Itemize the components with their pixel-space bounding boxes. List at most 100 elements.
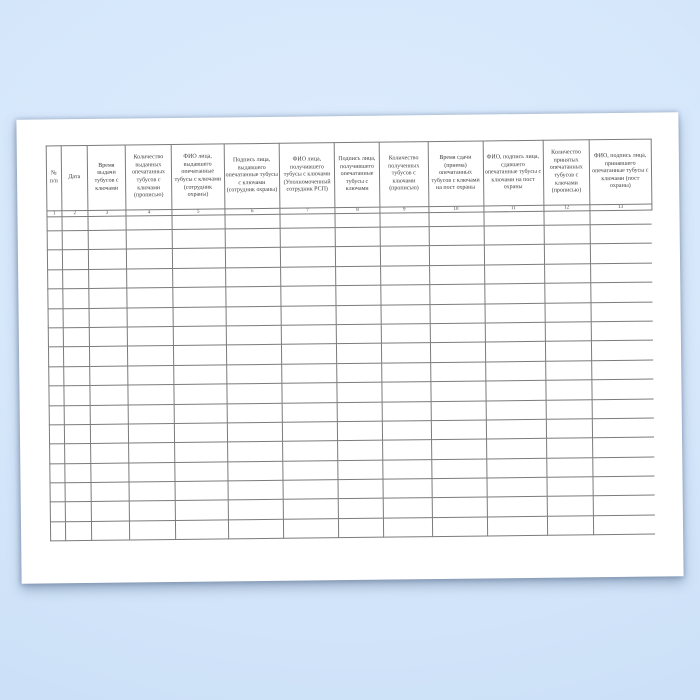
empty-cell [127, 307, 174, 327]
empty-cell [337, 459, 383, 480]
empty-cell [592, 476, 655, 497]
empty-cell [546, 515, 594, 536]
empty-cell [129, 500, 176, 521]
empty-cell [430, 361, 486, 382]
empty-cell [47, 269, 63, 290]
empty-cell [335, 285, 382, 306]
empty-cell [336, 382, 383, 403]
empty-cell [174, 442, 228, 463]
empty-cell [224, 214, 281, 229]
empty-cell [172, 287, 226, 308]
empty-cell [88, 230, 127, 250]
empty-cell [590, 243, 653, 264]
empty-cell [226, 402, 283, 423]
empty-cell [485, 419, 547, 440]
empty-cell [429, 322, 485, 343]
empty-cell [64, 443, 91, 464]
column-header-9: Количество полученных тубусов с ключами … [379, 141, 429, 208]
empty-cell [590, 301, 653, 322]
empty-cell [283, 518, 339, 539]
column-header-7: ФИО лица, получившего тубусы с ключами (… [279, 142, 335, 209]
empty-cell [382, 420, 432, 441]
empty-cell [63, 385, 91, 406]
empty-cell [430, 400, 486, 421]
empty-cell [337, 440, 383, 461]
empty-cell [172, 228, 225, 249]
empty-cell [48, 308, 63, 328]
empty-cell [429, 303, 485, 324]
empty-cell [49, 405, 64, 425]
column-header-2: Дата [60, 145, 88, 211]
empty-cell [334, 213, 381, 228]
empty-cell [546, 476, 594, 497]
empty-cell [545, 418, 593, 439]
empty-cell [486, 496, 547, 517]
empty-cell [431, 458, 487, 479]
empty-cell [335, 265, 381, 286]
empty-cell [483, 211, 544, 226]
empty-cell [127, 365, 174, 386]
empty-cell [227, 480, 284, 501]
empty-cell [127, 326, 174, 347]
empty-cell [546, 496, 594, 517]
journal-table-body [46, 210, 656, 542]
empty-cell [227, 460, 283, 481]
empty-cell [225, 325, 282, 346]
empty-cell [172, 267, 226, 288]
empty-cell [174, 461, 228, 482]
empty-cell [483, 225, 544, 246]
empty-cell [128, 423, 175, 444]
empty-cell [48, 327, 63, 348]
empty-cell [336, 343, 382, 364]
empty-cell [126, 287, 174, 308]
empty-cell [337, 421, 383, 441]
empty-cell [546, 438, 593, 458]
empty-cell [88, 268, 127, 289]
empty-cell [89, 326, 128, 347]
empty-cell [380, 284, 430, 305]
empty-cell [380, 265, 430, 286]
empty-cell [592, 417, 655, 439]
empty-cell [484, 341, 546, 362]
empty-cell [335, 227, 381, 248]
empty-cell [225, 305, 282, 326]
empty-cell [174, 422, 228, 443]
empty-cell [486, 438, 547, 459]
empty-cell [382, 439, 432, 460]
empty-cell [336, 304, 382, 325]
empty-cell [281, 363, 337, 384]
empty-cell [591, 321, 653, 342]
empty-cell [543, 210, 591, 226]
column-header-11: ФИО, подпись лица, сдавшего опечатанные … [482, 140, 544, 206]
empty-cell [593, 495, 655, 516]
empty-cell [485, 361, 546, 382]
empty-cell [337, 479, 384, 500]
empty-cell [281, 343, 337, 365]
header-row: № п/п Дата Время выдачи тубусов с ключами К… [46, 139, 652, 211]
empty-cell [281, 382, 338, 403]
empty-cell [63, 424, 91, 445]
empty-cell [382, 478, 432, 499]
empty-cell [47, 288, 63, 309]
empty-cell [62, 308, 90, 328]
empty-cell [128, 442, 175, 463]
empty-cell [544, 321, 592, 342]
empty-cell [590, 282, 653, 303]
empty-cell [64, 463, 92, 483]
empty-cell [47, 230, 62, 251]
empty-cell [62, 327, 90, 348]
empty-cell [484, 322, 545, 343]
empty-cell [227, 519, 284, 540]
empty-cell [336, 324, 382, 344]
empty-cell [380, 226, 429, 247]
empty-cell [282, 460, 338, 481]
empty-cell [49, 444, 65, 464]
empty-cell [486, 516, 548, 537]
empty-cell [544, 302, 592, 323]
empty-cell [127, 345, 174, 366]
empty-cell [173, 384, 227, 405]
empty-cell [338, 498, 384, 519]
empty-cell [428, 211, 484, 227]
empty-cell [49, 424, 65, 445]
empty-cell [335, 246, 381, 267]
